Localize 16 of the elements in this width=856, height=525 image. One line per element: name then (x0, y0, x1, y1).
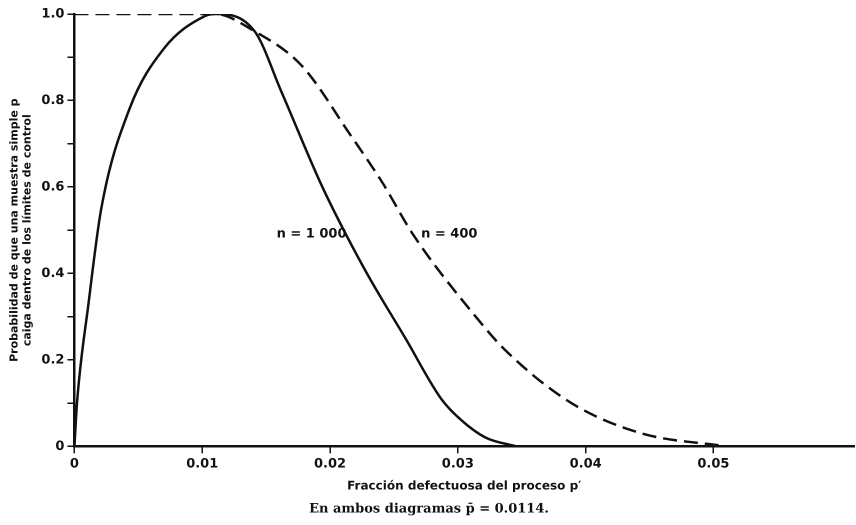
x-tick-label: 0.05 (697, 456, 730, 472)
x-tick-label: 0 (70, 456, 79, 472)
y-tick-label: 0.2 (41, 352, 64, 368)
y-tick-label: 1.0 (41, 6, 64, 22)
x-axis-title: Fracción defectuosa del proceso p′ (347, 478, 582, 492)
series-label: n = 400 (421, 226, 478, 242)
y-tick-label: 0.6 (41, 179, 64, 194)
y-tick-label: 0.8 (41, 92, 64, 108)
text: En ambos diagramas p̄ = 0.0114. (309, 502, 549, 517)
y-tick-label: 0.4 (41, 266, 64, 281)
x-tick-label: 0.02 (314, 456, 346, 472)
x-tick-label: 0.03 (442, 456, 474, 472)
x-tick-label: 0.01 (186, 456, 218, 472)
y-tick-label: 0 (55, 438, 64, 454)
x-tick-label: 0.04 (570, 456, 602, 472)
y-axis-title: Probabilidad de que una muestra simple p caiga dentro de los límites de control (7, 98, 34, 362)
